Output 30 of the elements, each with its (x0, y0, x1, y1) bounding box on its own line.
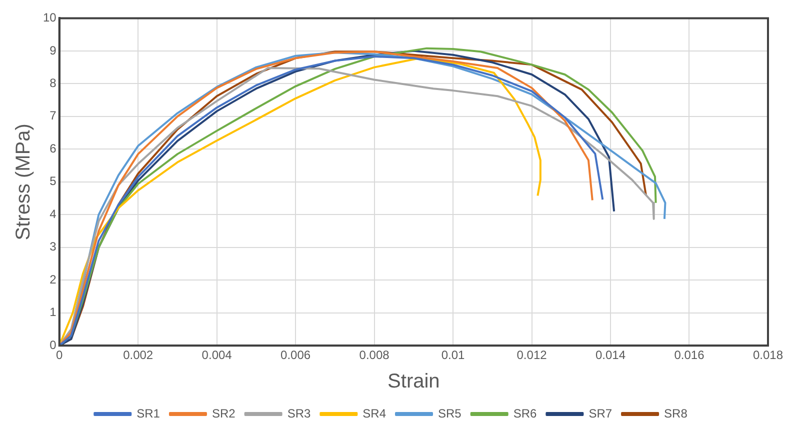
x-tick-label: 0.016 (674, 348, 705, 362)
y-tick-label: 2 (50, 272, 57, 286)
x-tick-label: 0.014 (595, 348, 626, 362)
y-tick-label: 3 (50, 240, 57, 254)
x-tick-label: 0.018 (752, 348, 784, 362)
legend-label: SR1 (136, 406, 160, 420)
y-tick-label: 8 (50, 76, 57, 90)
legend-label: SR8 (664, 406, 688, 420)
x-tick-label: 0.01 (441, 348, 466, 362)
y-tick-label: 6 (50, 141, 57, 156)
legend-label: SR3 (287, 406, 311, 420)
legend-label: SR5 (438, 406, 462, 420)
y-tick-label: 7 (50, 108, 57, 123)
x-axis-title: Strain (388, 370, 440, 393)
y-tick-label: 9 (50, 43, 57, 58)
legend-label: SR7 (588, 406, 612, 420)
legend-label: SR2 (212, 406, 236, 420)
y-axis-title: Stress (MPa) (12, 124, 35, 240)
y-tick-label: 5 (50, 174, 57, 188)
legend-label: SR4 (362, 406, 386, 420)
x-tick-label: 0.002 (123, 348, 154, 362)
y-tick-label: 4 (50, 206, 57, 221)
y-tick-label: 10 (42, 10, 57, 25)
x-tick-label: 0.012 (516, 348, 548, 362)
y-tick-label: 0 (50, 338, 57, 352)
legend-label: SR6 (513, 406, 538, 420)
x-tick-label: 0.008 (359, 348, 390, 362)
x-tick-label: 0.006 (280, 348, 311, 362)
y-tick-label: 1 (50, 305, 57, 320)
x-tick-label: 0.004 (202, 348, 232, 362)
